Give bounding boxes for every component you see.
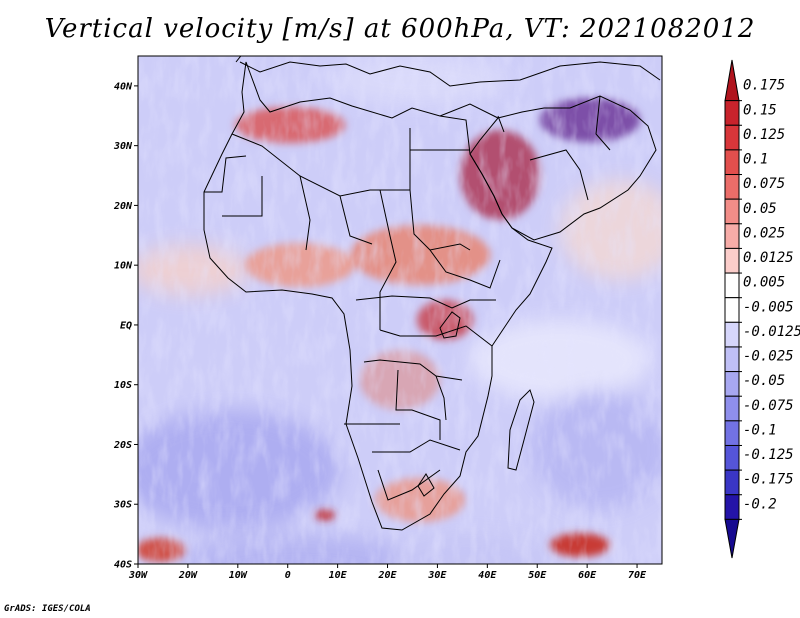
colorbar-swatch xyxy=(724,174,740,200)
colorbar-label: -0.2 xyxy=(743,496,777,512)
lon-tick-label: 20E xyxy=(377,570,397,581)
colorbar-swatch xyxy=(724,124,740,151)
plot-frame xyxy=(137,55,663,565)
colorbar-label: -0.125 xyxy=(743,447,794,463)
colorbar-swatch xyxy=(724,100,740,126)
lon-tick-label: 0 xyxy=(285,570,291,581)
lat-tick-label: EQ xyxy=(120,320,132,331)
colorbar-label: 0.075 xyxy=(743,176,785,192)
lon-tick-label: 70E xyxy=(628,570,647,581)
lon-tick-label: 10W xyxy=(229,570,248,581)
colorbar-swatch xyxy=(724,321,740,348)
colorbar-swatch xyxy=(724,346,740,373)
colorbar-swatch xyxy=(724,297,740,323)
colorbar-label: 0.025 xyxy=(743,225,785,241)
lon-tick-label: 20W xyxy=(178,570,198,581)
colorbar-label: 0.175 xyxy=(743,78,785,94)
vertical-velocity-field xyxy=(138,56,662,564)
colorbar-swatch xyxy=(724,444,740,471)
lat-tick-label: 30S xyxy=(113,500,132,511)
colorbar-swatch xyxy=(724,223,740,249)
lon-tick-label: 30W xyxy=(128,570,148,581)
colorbar-label: -0.075 xyxy=(743,398,794,414)
coastlines-borders xyxy=(203,56,661,531)
lat-tick-label: 10N xyxy=(114,261,133,272)
colorbar: 0.175 0.15 0.125 0.1 0.075 0.05 0.025 0.0125 0.0… xyxy=(724,59,800,559)
lat-tick-label: 40N xyxy=(114,81,133,92)
colorbar-label: -0.05 xyxy=(743,373,785,389)
colorbar-label: 0.005 xyxy=(743,275,785,291)
colorbar-swatch xyxy=(724,395,740,422)
colorbar-label: 0.05 xyxy=(743,201,777,217)
figure-title: Vertical velocity [m/s] at 600hPa, VT: 2… xyxy=(44,14,756,44)
colorbar-label: -0.0125 xyxy=(743,324,800,340)
colorbar-label: 0.125 xyxy=(743,127,785,143)
colorbar-swatch xyxy=(724,149,740,176)
colorbar-swatch xyxy=(724,272,740,299)
colorbar-swatch xyxy=(724,371,740,397)
colorbar-label: 0.1 xyxy=(743,152,768,168)
lon-tick-label: 50E xyxy=(528,570,547,581)
colorbar-swatch xyxy=(724,518,740,559)
lat-tick-label: 30N xyxy=(113,141,133,152)
axes: 30W 20W 10W 0 10E 20E 30E 40E 50E 60E 70E 40N 30N 20N… xyxy=(113,81,647,581)
colorbar-swatch xyxy=(724,198,740,225)
colorbar-label: 0.15 xyxy=(743,102,777,118)
colorbar-label: -0.005 xyxy=(743,299,794,315)
colorbar-swatch xyxy=(724,469,740,496)
colorbar-label: -0.175 xyxy=(743,472,794,488)
grads-credit: GrADS: IGES/COLA xyxy=(4,604,91,614)
lon-tick-label: 30E xyxy=(427,570,447,581)
colorbar-swatch xyxy=(724,420,740,446)
colorbar-label: -0.1 xyxy=(743,422,777,438)
colorbar-label: 0.0125 xyxy=(743,250,794,266)
lat-tick-label: 20S xyxy=(113,440,132,451)
colorbar-swatch xyxy=(724,494,740,520)
colorbar-label: -0.025 xyxy=(743,349,794,365)
lon-tick-label: 60E xyxy=(578,570,597,581)
colorbar-swatch xyxy=(724,59,740,102)
colorbar-swatch xyxy=(724,247,740,274)
lon-tick-label: 40E xyxy=(478,570,497,581)
lon-tick-label: 10E xyxy=(329,570,348,581)
lat-tick-label: 40S xyxy=(114,560,132,571)
lat-tick-label: 20N xyxy=(113,201,133,212)
lat-tick-label: 10S xyxy=(114,380,132,391)
